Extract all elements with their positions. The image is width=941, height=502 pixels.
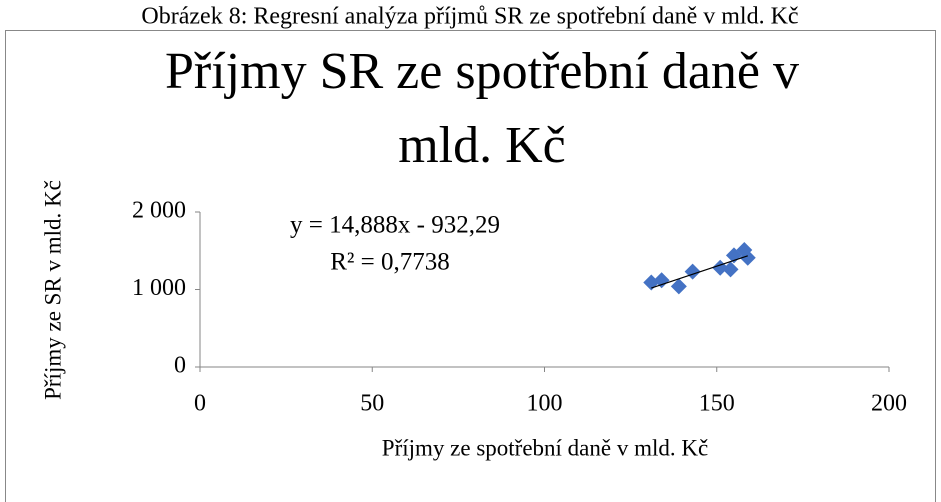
point	[670, 278, 687, 295]
x-tick-label: 150	[699, 391, 735, 417]
point	[739, 249, 756, 266]
x-tick-label: 200	[871, 391, 907, 417]
caption: Obrázek 8: Regresní analýza příjmů SR ze…	[141, 4, 798, 30]
trendline	[651, 255, 748, 289]
trendline-equation: y = 14,888x - 932,29	[290, 212, 500, 239]
x-tick-label: 0	[194, 391, 206, 417]
x-tick-label: 50	[360, 391, 384, 417]
chart-border	[5, 30, 936, 502]
y-axis-title: Příjmy ze SR v mld. Kč	[40, 180, 65, 400]
x-tick-label: 100	[527, 391, 563, 417]
y-tick-label: 0	[174, 353, 186, 379]
point	[653, 272, 670, 289]
y-tick-label: 2 000	[132, 198, 186, 224]
chart-title: Příjmy SR ze spotřební daně v	[165, 43, 799, 100]
x-axis-title: Příjmy ze spotřební daně v mld. Kč	[382, 435, 708, 460]
r-squared: R² = 0,7738	[330, 249, 450, 276]
chart-title: mld. Kč	[398, 117, 566, 174]
y-tick-label: 1 000	[132, 275, 186, 301]
point	[722, 261, 739, 278]
